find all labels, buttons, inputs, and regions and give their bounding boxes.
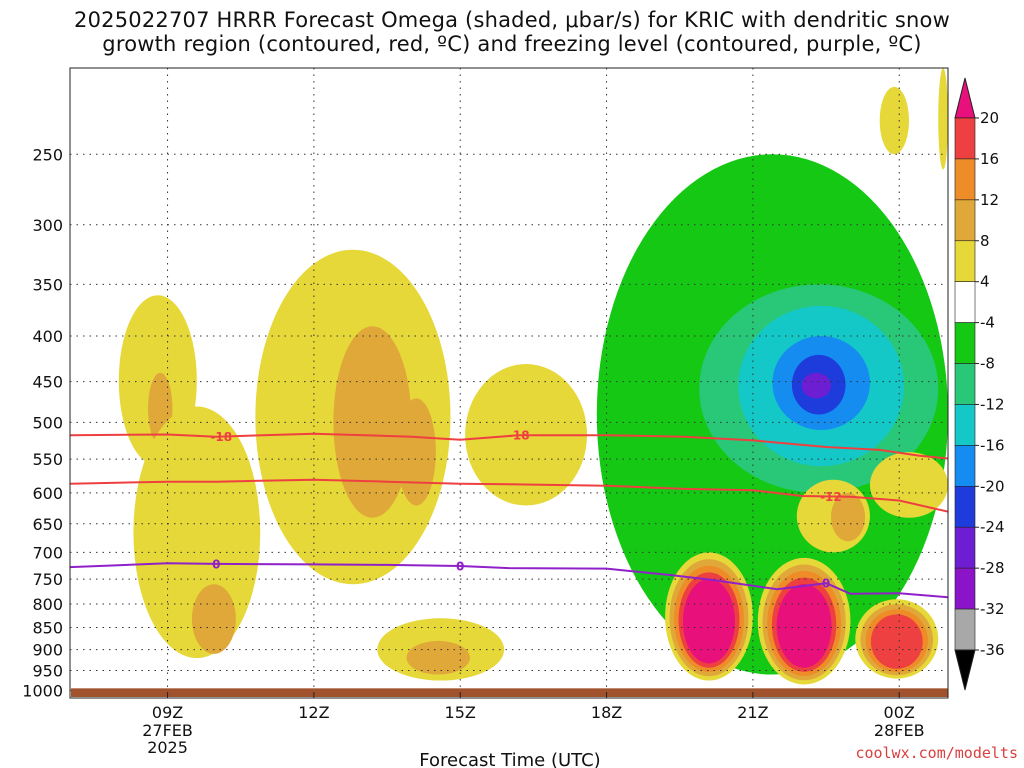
y-tick-label-250: 250 (32, 145, 63, 164)
y-tick-label-450: 450 (32, 373, 63, 392)
omega-blob-12 (869, 452, 948, 518)
contour-label--18-0: -18 (210, 430, 232, 444)
x-axis-label: Forecast Time (UTC) (419, 750, 600, 768)
x-tick-label-24: 00Z (884, 703, 915, 722)
contour-label--18-1: -18 (508, 429, 530, 443)
colorbar-box-5 (954, 322, 976, 364)
omega-blob-3 (191, 584, 236, 654)
x-tick-label-15: 15Z (445, 703, 476, 722)
omega-shading (118, 68, 948, 685)
colorbar-box-8 (954, 445, 976, 487)
colorbar-label--28: -28 (980, 559, 1005, 577)
omega-blob-14 (938, 68, 948, 170)
colorbar-label--16: -16 (980, 436, 1005, 454)
omega-blob-6 (396, 398, 436, 506)
colorbar-box-1 (954, 158, 976, 201)
omega-blob-13 (879, 86, 909, 155)
grid-lines (70, 68, 948, 698)
chart-title: 2025022707 HRRR Forecast Omega (shaded, … (0, 8, 1024, 56)
y-tick-label-400: 400 (32, 327, 63, 346)
colorbar-label--4: -4 (980, 314, 995, 332)
ascent-area-6 (801, 372, 831, 399)
colorbar-box-10 (954, 526, 976, 569)
contour-label-0-0: 0 (212, 557, 220, 571)
colorbar-label-20: 20 (980, 109, 999, 127)
chart-title-line2: growth region (contoured, red, ºC) and f… (102, 32, 922, 56)
contour-line--12 (70, 478, 948, 513)
contour-label--12-0: -12 (820, 490, 842, 504)
ground-layer (71, 688, 948, 697)
chart-title-line1: 2025022707 HRRR Forecast Omega (shaded, … (74, 8, 950, 32)
descent-cell-0-level-20 (682, 578, 736, 664)
colorbar-label--32: -32 (980, 600, 1005, 618)
colorbar-label--24: -24 (980, 518, 1005, 536)
descent-cell-2-level-16 (870, 614, 923, 669)
omega-blob-11 (830, 492, 866, 542)
y-tick-label-750: 750 (32, 570, 63, 589)
colorbar-label--20: -20 (980, 477, 1005, 495)
y-tick-label-900: 900 (32, 641, 63, 660)
y-tick-label-500: 500 (32, 413, 63, 432)
colorbar-box-3 (954, 240, 976, 282)
y-tick-label-700: 700 (32, 543, 63, 562)
y-tick-label-550: 550 (32, 450, 63, 469)
contour-label-0-2: 0 (822, 577, 830, 591)
colorbar-box-2 (954, 199, 976, 242)
y-tick-label-850: 850 (32, 618, 63, 637)
y-tick-label-800: 800 (32, 595, 63, 614)
y-tick-label-300: 300 (32, 216, 63, 235)
colorbar-extend-bottom (954, 649, 976, 691)
contour-line--18 (70, 432, 948, 460)
omega-blob-9 (406, 640, 470, 675)
colorbar-box-9 (954, 486, 976, 528)
y-tick-label-350: 350 (32, 275, 63, 294)
y-axis: 250 300 350 400 450 500 550 600 650 700 750 800 850 9… (22, 145, 63, 700)
colorbar-label--8: -8 (980, 355, 995, 373)
temperature-contours: -18 -18 -12 0 0 0 (70, 429, 948, 599)
x-tick-label-21: 21Z (737, 703, 768, 722)
ground-fill (71, 688, 948, 697)
colorbar-extend-top (954, 77, 976, 119)
colorbar-box-7 (954, 404, 976, 446)
x-tick-label-9: 09Z (152, 703, 183, 722)
contour-label-0-1: 0 (456, 559, 464, 573)
plot-frame (69, 67, 949, 699)
colorbar-box-12 (954, 608, 976, 651)
colorbar-label-4: 4 (980, 273, 990, 291)
y-tick-label-950: 950 (32, 662, 63, 681)
omega-blob-5 (333, 326, 412, 518)
colorbar-label--12: -12 (980, 395, 1005, 413)
colorbar: 20 16 12 8 4 -4 -8 -12 -16 -20 -24 -28 -32 -36 (954, 77, 1005, 691)
x-tick-sublabel-9-0: 27FEB (142, 721, 193, 740)
x-tick-label-12: 12Z (298, 703, 329, 722)
x-tick-sublabel-9-1: 2025 (147, 738, 188, 757)
y-tick-label-1000: 1000 (22, 681, 63, 700)
x-tick-sublabel-24-0: 28FEB (874, 721, 925, 740)
colorbar-label-12: 12 (980, 191, 999, 209)
y-tick-label-650: 650 (32, 515, 63, 534)
colorbar-box-0 (954, 117, 976, 160)
colorbar-label-16: 16 (980, 150, 999, 168)
descent-cell-1-level-20 (776, 584, 832, 668)
colorbar-box-4 (954, 281, 976, 323)
contour-line-0 (70, 562, 948, 599)
credit-text[interactable]: coolwx.com/modelts (855, 744, 1018, 762)
x-tick-label-18: 18Z (591, 703, 622, 722)
ascent-area-1 (650, 237, 666, 317)
colorbar-label--36: -36 (980, 641, 1005, 659)
colorbar-box-6 (954, 363, 976, 405)
colorbar-label-8: 8 (980, 232, 990, 250)
y-tick-label-600: 600 (32, 484, 63, 503)
colorbar-box-11 (954, 567, 976, 610)
